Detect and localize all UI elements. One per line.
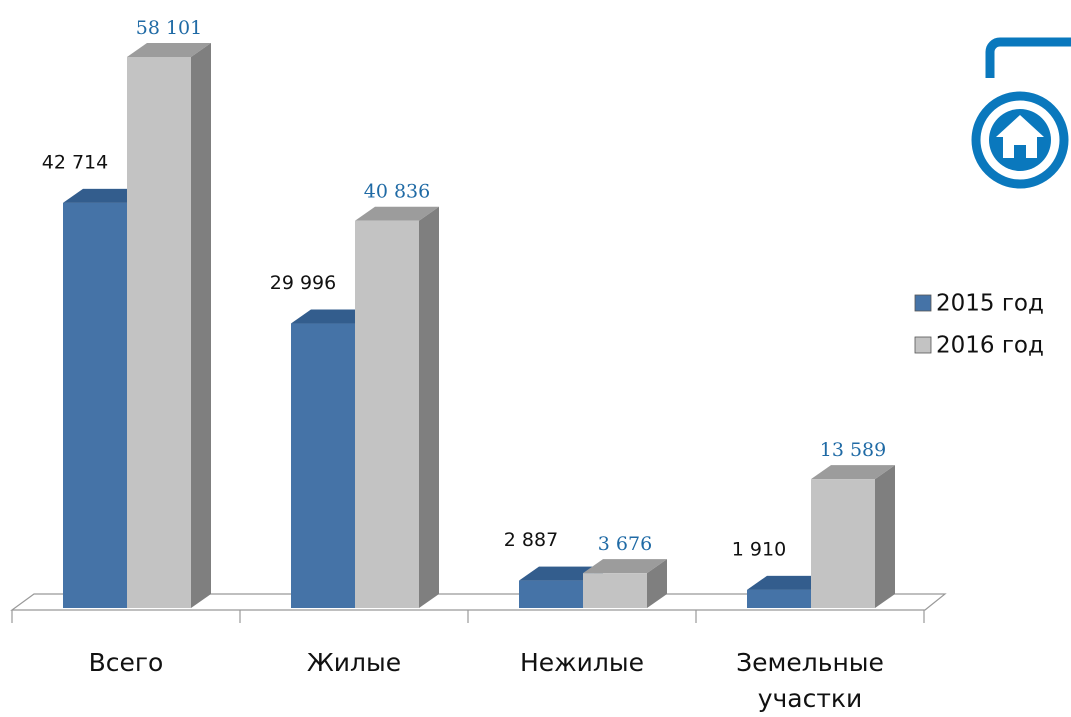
bar-top-shade (583, 559, 667, 574)
legend-swatch (914, 336, 932, 354)
bar-top-shade (747, 575, 831, 590)
bar-top-shade (291, 309, 375, 324)
value-label: 2 887 (504, 529, 558, 551)
bar-top (519, 566, 603, 581)
x-tick-label: Нежилые (519, 648, 645, 677)
value-label: 1 910 (732, 538, 786, 560)
bar-side (875, 465, 895, 608)
bar-top (355, 206, 439, 221)
bar-top-shade (127, 43, 211, 57)
bar-top (63, 188, 147, 203)
floor (10, 593, 947, 611)
bar-top (747, 575, 831, 590)
bar-side-shade (419, 206, 439, 609)
bar-top-shade (811, 465, 895, 480)
x-tick-label: Всего (88, 648, 164, 677)
bar-side (647, 559, 667, 608)
x-tick-label: Земельные участки (736, 648, 884, 713)
x-tick-label: Жилые (306, 648, 402, 677)
bar (583, 573, 647, 608)
legend-swatch (914, 294, 932, 312)
bar-top-shade (355, 206, 439, 221)
legend-label: 2015 год (936, 291, 1044, 317)
bar-top (291, 309, 375, 324)
bar (291, 323, 355, 608)
bar-side (191, 43, 211, 608)
bar (811, 479, 875, 608)
bar-top-shade (519, 566, 603, 581)
bar-top (811, 465, 895, 480)
bar (355, 220, 419, 609)
bar (127, 57, 191, 608)
value-label: 58 101 (136, 17, 202, 39)
value-label: 3 676 (598, 533, 652, 555)
bar (519, 580, 583, 608)
bar-top-shade (63, 188, 147, 203)
value-label: 42 714 (42, 151, 108, 173)
value-label: 29 996 (270, 272, 336, 294)
bar-side (419, 206, 439, 609)
value-label: 40 836 (364, 181, 430, 203)
bar-side-shade (875, 465, 895, 608)
bar-side-shade (647, 559, 667, 608)
value-label: 13 589 (820, 439, 886, 461)
bar-top (127, 43, 211, 57)
bar (63, 202, 127, 608)
bar-side-shade (191, 43, 211, 608)
legend-label: 2016 год (936, 333, 1044, 359)
bar-top (583, 559, 667, 574)
logo-icon (971, 37, 1071, 189)
bar (747, 589, 811, 608)
